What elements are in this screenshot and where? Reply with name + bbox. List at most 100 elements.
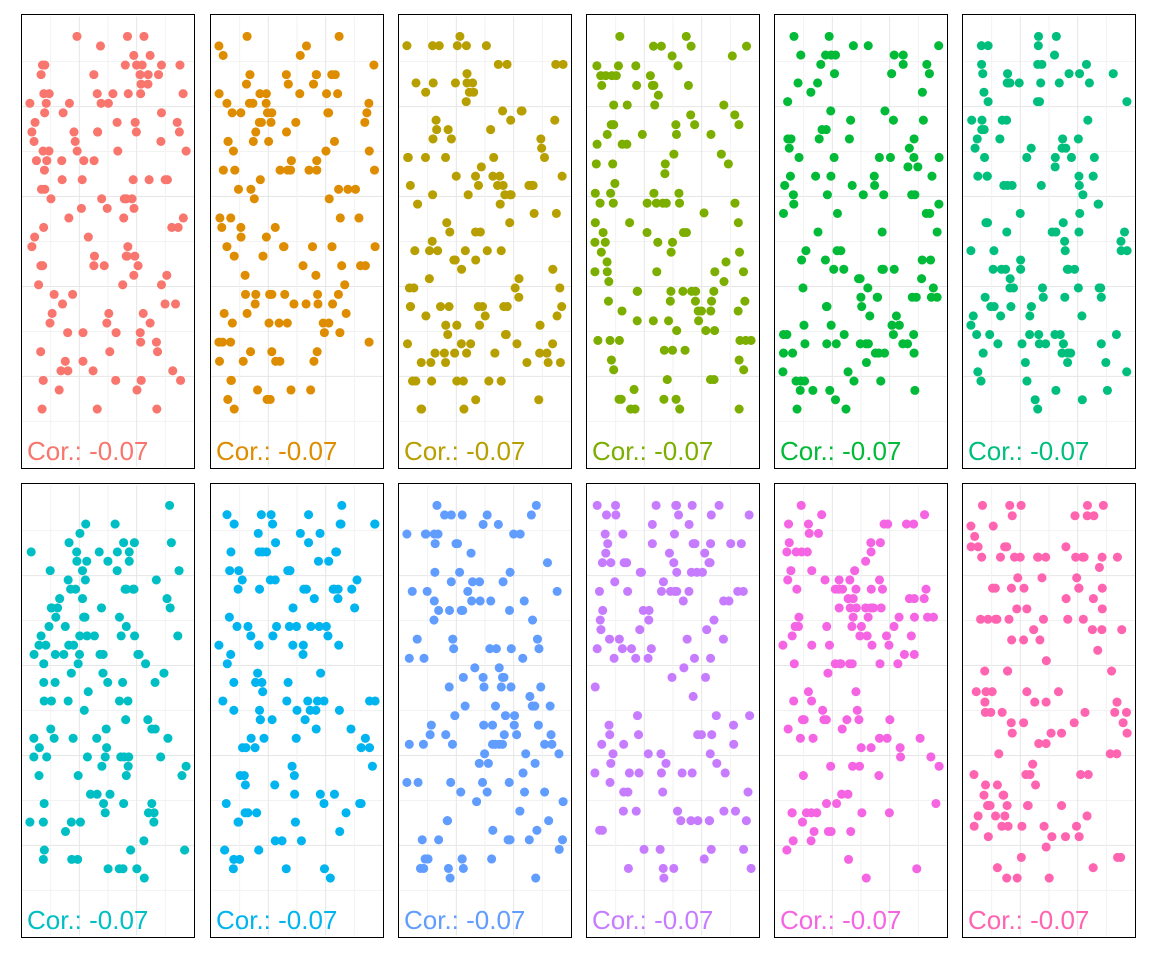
data-point: [702, 625, 712, 635]
data-point: [135, 70, 145, 80]
scatter-panel: Cor.: -0.07: [774, 483, 948, 938]
data-point: [181, 146, 191, 156]
data-point: [428, 134, 438, 144]
data-point: [1002, 227, 1012, 237]
data-point: [1082, 511, 1092, 521]
data-point: [669, 558, 679, 568]
data-point: [741, 41, 752, 51]
data-point: [350, 603, 360, 613]
data-point: [856, 292, 866, 302]
data-point: [92, 404, 102, 414]
data-point: [461, 41, 471, 51]
data-point: [471, 395, 481, 405]
data-point: [34, 743, 44, 753]
data-point: [303, 696, 313, 706]
data-point: [79, 705, 89, 715]
data-point: [42, 752, 52, 762]
data-point: [894, 612, 904, 622]
data-point: [27, 127, 37, 137]
data-point: [1081, 59, 1092, 69]
data-point: [1007, 511, 1017, 521]
data-point: [1005, 283, 1015, 293]
data-point: [509, 529, 519, 539]
scatter-panel: Cor.: -0.07: [210, 14, 384, 469]
data-point: [665, 296, 675, 306]
data-point: [119, 213, 129, 223]
data-point: [982, 171, 992, 181]
data-point: [850, 566, 860, 576]
data-point: [460, 246, 470, 256]
data-point: [29, 733, 39, 743]
data-point: [1083, 115, 1093, 125]
data-point: [734, 404, 744, 414]
data-point: [1036, 78, 1046, 88]
data-point: [482, 510, 492, 520]
data-point: [829, 264, 839, 274]
data-point: [38, 817, 48, 827]
data-point: [515, 806, 525, 816]
data-point: [63, 366, 73, 376]
scatter-panel: Cor.: -0.07: [210, 483, 384, 938]
data-point: [147, 724, 157, 734]
data-point: [603, 296, 613, 306]
data-point: [966, 246, 976, 256]
data-point: [271, 621, 282, 632]
data-point: [1076, 770, 1086, 780]
data-point: [296, 836, 306, 846]
data-point: [124, 752, 134, 762]
data-point: [250, 299, 260, 309]
data-point: [486, 596, 496, 606]
data-point: [77, 175, 87, 185]
data-point: [1078, 190, 1088, 200]
data-point: [245, 347, 256, 357]
data-point: [364, 98, 374, 108]
data-point: [45, 566, 55, 576]
data-point: [497, 739, 508, 749]
data-point: [1005, 500, 1015, 510]
data-point: [788, 348, 798, 358]
data-point: [93, 127, 103, 137]
data-point: [254, 117, 264, 127]
data-point: [542, 348, 552, 358]
data-point: [891, 311, 901, 321]
data-point: [1047, 832, 1057, 842]
data-point: [421, 87, 431, 97]
data-point: [977, 552, 987, 562]
data-point: [862, 631, 872, 641]
data-point: [402, 41, 412, 51]
data-point: [783, 575, 793, 585]
data-point: [1093, 645, 1103, 655]
data-point: [274, 318, 284, 328]
data-point: [985, 329, 995, 340]
data-point: [130, 631, 140, 641]
data-point: [49, 289, 59, 299]
data-point: [450, 711, 460, 721]
data-point: [988, 521, 998, 531]
data-point: [922, 612, 933, 622]
data-point: [907, 292, 917, 302]
data-point: [143, 70, 153, 80]
data-point: [311, 270, 321, 280]
data-point: [47, 308, 57, 319]
data-point: [598, 227, 608, 238]
data-point: [42, 156, 52, 166]
data-point: [270, 222, 280, 233]
data-point: [457, 264, 467, 274]
data-point: [799, 715, 809, 725]
data-point: [802, 547, 812, 557]
data-point: [644, 615, 654, 625]
data-point: [175, 60, 185, 70]
data-point: [411, 78, 421, 88]
data-point: [355, 798, 365, 809]
data-point: [324, 194, 334, 204]
data-point: [1016, 264, 1026, 274]
data-point: [116, 631, 126, 641]
data-point: [228, 864, 238, 874]
data-point: [1016, 500, 1026, 510]
data-point: [304, 165, 314, 175]
data-point: [667, 672, 677, 682]
data-point: [847, 180, 857, 190]
data-point: [80, 575, 90, 585]
data-point: [877, 227, 887, 237]
data-point: [232, 621, 242, 632]
